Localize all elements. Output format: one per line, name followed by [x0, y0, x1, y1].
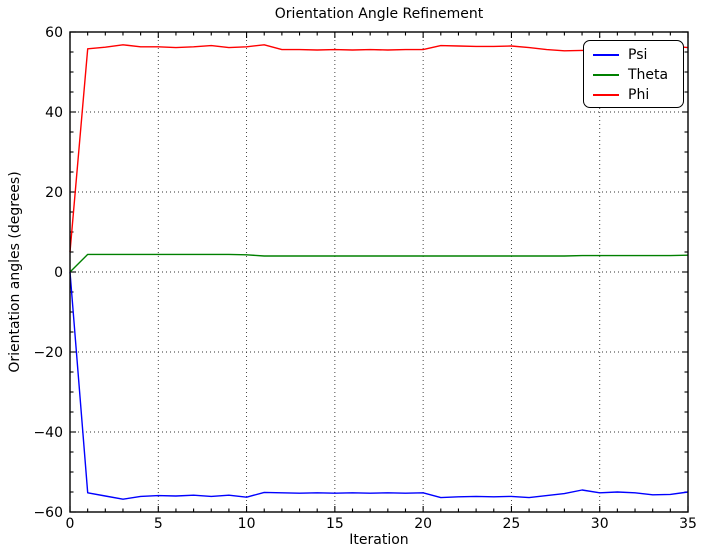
y-tick-label: −40	[33, 425, 63, 441]
y-tick-label: 0	[54, 265, 63, 281]
legend-item-theta: Theta	[584, 65, 683, 85]
x-axis-label: Iteration	[349, 532, 409, 548]
legend-label-phi: Phi	[628, 87, 650, 103]
x-tick-label: 5	[154, 516, 163, 532]
x-tick-label: 0	[66, 516, 75, 532]
series-line-psi	[69, 271, 689, 500]
x-tick-label: 35	[679, 516, 697, 532]
y-tick-label: −20	[33, 345, 63, 361]
psi-line-swatch	[593, 54, 619, 56]
theta-line-swatch	[593, 74, 619, 76]
legend-label-psi: Psi	[628, 47, 648, 63]
x-tick-label: 30	[591, 516, 609, 532]
x-tick-label: 25	[503, 516, 521, 532]
y-tick-label: 20	[45, 185, 63, 201]
x-tick-label: 15	[326, 516, 344, 532]
chart-title: Orientation Angle Refinement	[274, 6, 484, 22]
axes-border	[69, 31, 689, 513]
x-tick-label: 10	[238, 516, 256, 532]
y-tick-label: 40	[45, 105, 63, 121]
legend-label-theta: Theta	[628, 67, 669, 83]
series-line-theta	[69, 253, 689, 273]
phi-line-swatch	[593, 94, 619, 96]
legend-item-phi: Phi	[584, 85, 683, 105]
legend-item-psi: Psi	[584, 45, 683, 65]
legend: Psi Theta Phi	[583, 40, 684, 108]
y-tick-label: −60	[33, 505, 63, 521]
x-tick-label: 20	[414, 516, 432, 532]
y-tick-label: 60	[45, 25, 63, 41]
